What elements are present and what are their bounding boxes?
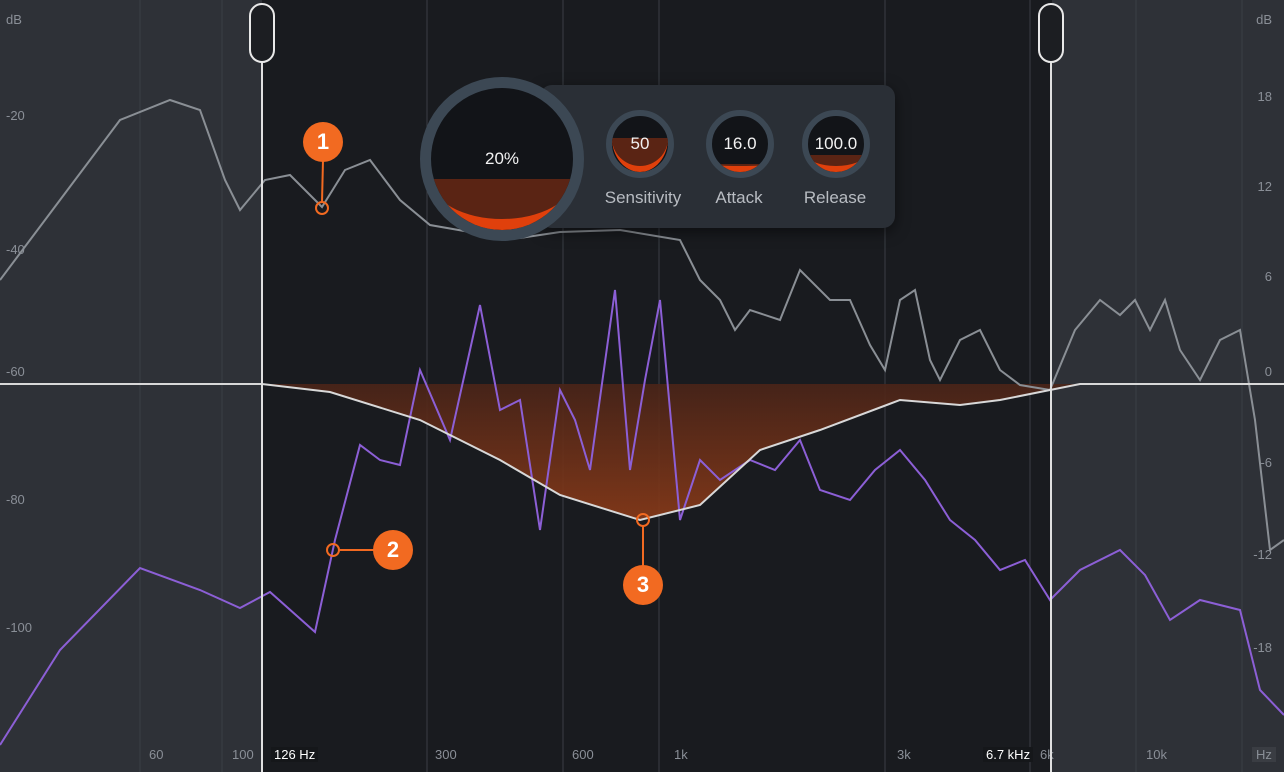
high-band-line[interactable] — [1050, 60, 1052, 772]
freq-tick: 10k — [1146, 747, 1167, 762]
freq-tick: 600 — [572, 747, 594, 762]
callout-markers — [315, 159, 650, 567]
right-tick: -6 — [1260, 455, 1272, 470]
left-axis-unit: dB — [6, 12, 22, 27]
right-tick: 0 — [1264, 364, 1272, 379]
right-tick: 12 — [1257, 179, 1272, 194]
sensitivity-knob[interactable]: 50 — [606, 110, 674, 178]
high-band-label: 6.7 kHz — [983, 747, 1034, 762]
callout-badge-3: 3 — [623, 565, 663, 605]
right-tick: -18 — [1253, 640, 1272, 655]
left-tick: -80 — [6, 492, 25, 507]
amount-level — [431, 179, 573, 230]
amount-value: 20% — [484, 149, 520, 168]
left-tick: -40 — [6, 242, 25, 257]
release-label: Release — [803, 188, 867, 207]
right-tick: 6 — [1264, 269, 1272, 284]
amount-knob[interactable]: 20% — [420, 77, 584, 241]
input-spectrum-trace — [0, 98, 1284, 552]
freq-tick: 1k — [674, 747, 688, 762]
release-knob[interactable]: 100.0 — [802, 110, 870, 178]
freq-unit: Hz — [1252, 747, 1276, 762]
callout-badge-2: 2 — [373, 530, 413, 570]
output-spectrum-trace — [0, 289, 1284, 746]
low-band-handle[interactable] — [249, 3, 275, 63]
gain-reduction-fill — [262, 384, 1080, 520]
release-value: 100.0 — [814, 134, 858, 153]
low-excluded-region — [0, 0, 262, 772]
attack-level — [712, 163, 768, 172]
high-excluded-region — [1052, 0, 1284, 772]
gain-curve — [0, 383, 1284, 522]
attack-value: 16.0 — [723, 134, 757, 153]
right-tick: -12 — [1253, 547, 1272, 562]
freq-tick: 300 — [435, 747, 457, 762]
left-tick: -60 — [6, 364, 25, 379]
low-band-line[interactable] — [261, 60, 263, 772]
sensitivity-value: 50 — [630, 134, 650, 153]
release-level — [808, 154, 864, 172]
attack-label: Attack — [715, 188, 763, 207]
low-band-label: 126 Hz — [271, 747, 319, 762]
sensitivity-label: Sensitivity — [604, 188, 682, 207]
freq-tick: 3k — [897, 747, 911, 762]
callout-badge-1: 1 — [303, 122, 343, 162]
right-tick: 18 — [1257, 89, 1272, 104]
freq-tick: 100 — [232, 747, 254, 762]
high-band-handle[interactable] — [1038, 3, 1064, 63]
left-tick: -100 — [6, 620, 33, 635]
attack-knob[interactable]: 16.0 — [706, 110, 774, 178]
left-tick: -20 — [6, 108, 25, 123]
right-axis-unit: dB — [1256, 12, 1272, 27]
freq-tick: 60 — [149, 747, 164, 762]
